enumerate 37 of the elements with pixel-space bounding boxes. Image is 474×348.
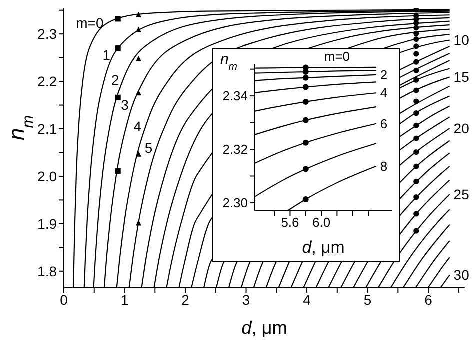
y-axis-title: n$_{m}$ bbox=[220, 51, 238, 73]
x-axis-title: d, μm bbox=[302, 238, 345, 257]
annotation: 2 bbox=[111, 72, 120, 88]
y-tick-label: 1.9 bbox=[38, 216, 58, 232]
x-tick-label: 1 bbox=[120, 292, 129, 308]
annotation: 15 bbox=[454, 69, 470, 86]
y-tick-label: 2.34 bbox=[222, 88, 248, 104]
y-tick-label: 2.32 bbox=[222, 142, 248, 158]
annotation: 6 bbox=[380, 116, 388, 132]
annotation: 5 bbox=[144, 140, 153, 156]
x-tick-label: 2 bbox=[182, 292, 190, 308]
x-tick-label: 3 bbox=[242, 292, 250, 308]
y-tick-label: 2.30 bbox=[222, 196, 248, 211]
annotation: 8 bbox=[380, 158, 388, 174]
y-tick-label: 2.0 bbox=[38, 168, 58, 184]
annotation: 10 bbox=[454, 32, 470, 48]
y-tick-label: 2.2 bbox=[38, 74, 58, 90]
x-axis-title: d, μm bbox=[242, 318, 288, 338]
annotation: m=0 bbox=[76, 15, 104, 32]
annotation: 4 bbox=[134, 118, 142, 135]
x-tick-label: 5.6 bbox=[281, 215, 300, 230]
annotation: 30 bbox=[454, 267, 470, 284]
y-tick-label: 1.8 bbox=[38, 263, 58, 280]
annotation: 3 bbox=[121, 97, 130, 114]
annotation: 25 bbox=[454, 186, 470, 202]
x-tick-label: 4 bbox=[303, 292, 312, 308]
annotation: 1 bbox=[102, 46, 111, 63]
annotation: 4 bbox=[380, 86, 388, 101]
y-tick-label: 2.3 bbox=[38, 26, 58, 42]
x-tick-label: 6 bbox=[424, 292, 433, 308]
x-tick-label: 5 bbox=[364, 292, 372, 308]
annotation: 20 bbox=[454, 120, 470, 136]
annotation: 2 bbox=[380, 68, 388, 83]
x-tick-label: 0 bbox=[60, 292, 68, 308]
x-tick-label: 6.0 bbox=[312, 215, 331, 230]
y-tick-label: 2.1 bbox=[38, 120, 58, 137]
annotation: m=0 bbox=[324, 48, 350, 64]
